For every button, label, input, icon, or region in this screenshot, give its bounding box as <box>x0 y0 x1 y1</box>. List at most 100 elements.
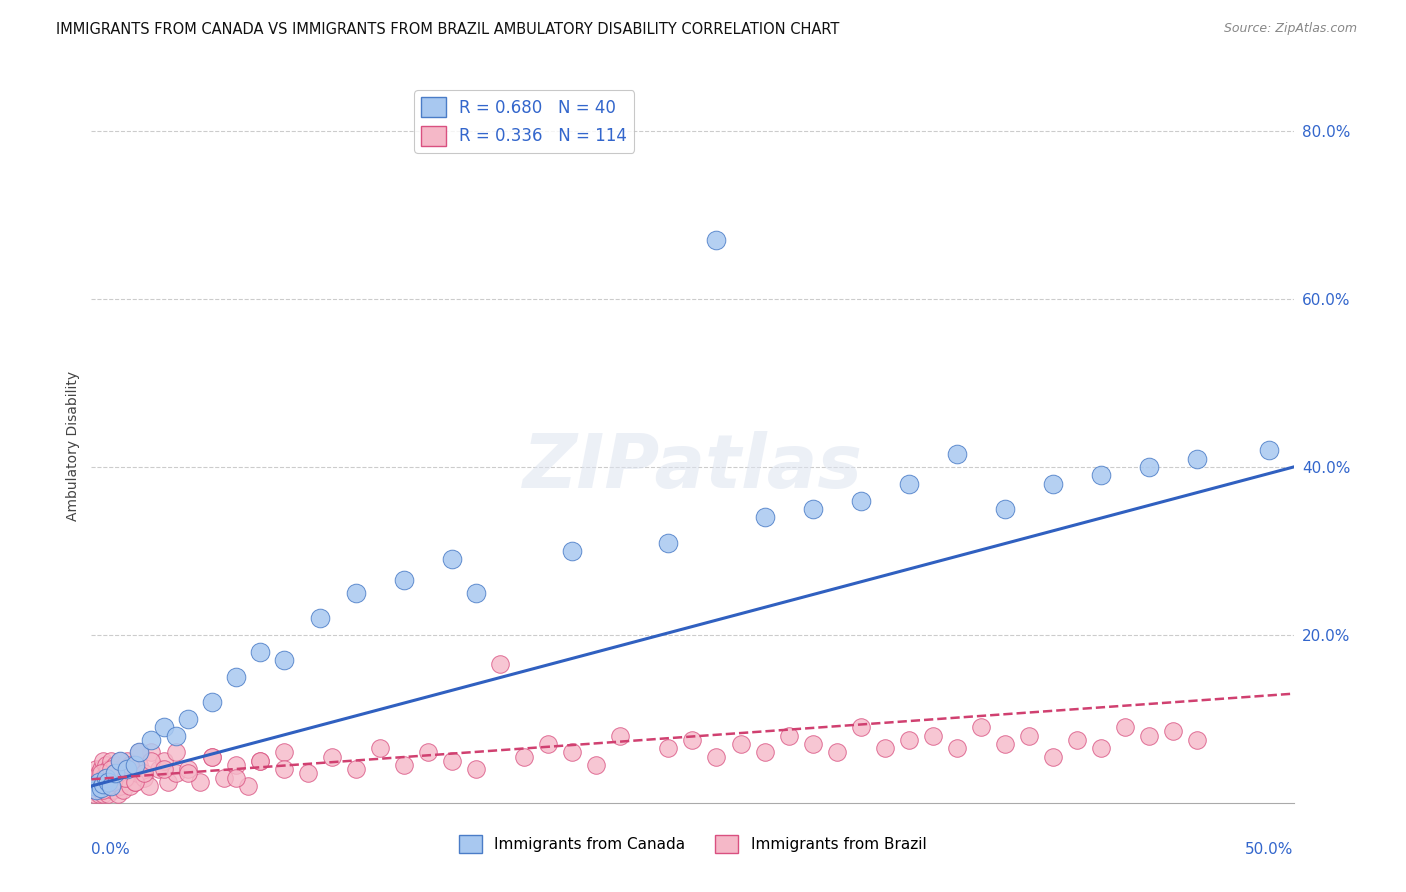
Point <box>104 758 127 772</box>
Point <box>801 737 824 751</box>
Point <box>1137 729 1160 743</box>
Point <box>124 758 146 772</box>
Point <box>84 771 107 785</box>
Point <box>440 552 463 566</box>
Point <box>465 586 488 600</box>
Point <box>970 720 993 734</box>
Point <box>706 749 728 764</box>
Point <box>825 746 848 760</box>
Point <box>440 754 463 768</box>
Point <box>121 762 143 776</box>
Point <box>176 766 198 780</box>
Point <box>212 771 235 785</box>
Point <box>101 774 124 789</box>
Point <box>114 771 136 785</box>
Point <box>118 779 141 793</box>
Text: IMMIGRANTS FROM CANADA VS IMMIGRANTS FROM BRAZIL AMBULATORY DISABILITY CORRELATI: IMMIGRANTS FROM CANADA VS IMMIGRANTS FRO… <box>56 22 839 37</box>
Point <box>110 754 132 768</box>
Point <box>87 779 110 793</box>
Point <box>897 732 920 747</box>
Point <box>97 762 120 776</box>
Point <box>111 766 134 780</box>
Point <box>157 774 180 789</box>
Point <box>141 754 163 768</box>
Point <box>225 771 247 785</box>
Point <box>118 758 141 772</box>
Point <box>94 766 117 780</box>
Point <box>994 502 1017 516</box>
Point <box>657 741 679 756</box>
Point <box>97 774 120 789</box>
Text: ZIPatlas: ZIPatlas <box>523 431 862 504</box>
Point <box>537 737 560 751</box>
Point <box>93 777 115 791</box>
Point <box>754 510 776 524</box>
Point <box>249 754 271 768</box>
Point <box>90 766 112 780</box>
Point <box>1114 720 1136 734</box>
Point <box>273 653 295 667</box>
Point <box>1258 443 1281 458</box>
Point <box>730 737 752 751</box>
Point <box>344 762 367 776</box>
Point <box>83 774 105 789</box>
Point <box>128 758 150 772</box>
Point <box>84 783 107 797</box>
Point <box>84 762 107 776</box>
Point <box>706 233 728 247</box>
Point <box>849 720 872 734</box>
Point <box>994 737 1017 751</box>
Point <box>152 762 174 776</box>
Point <box>344 586 367 600</box>
Point <box>249 754 271 768</box>
Point <box>93 783 115 797</box>
Point <box>801 502 824 516</box>
Point <box>107 788 129 802</box>
Point <box>90 774 112 789</box>
Point <box>1161 724 1184 739</box>
Point <box>124 774 146 789</box>
Point <box>100 779 122 793</box>
Point <box>236 779 259 793</box>
Point <box>148 762 170 776</box>
Point <box>104 774 127 789</box>
Point <box>297 766 319 780</box>
Point <box>93 754 115 768</box>
Point <box>83 779 105 793</box>
Point <box>585 758 607 772</box>
Point <box>90 783 112 797</box>
Point <box>111 783 134 797</box>
Point <box>1187 732 1209 747</box>
Point <box>134 771 156 785</box>
Point <box>392 758 415 772</box>
Point <box>87 766 110 780</box>
Text: 50.0%: 50.0% <box>1246 842 1294 857</box>
Point <box>83 788 105 802</box>
Point <box>94 771 117 785</box>
Point <box>176 762 198 776</box>
Point <box>225 670 247 684</box>
Point <box>1137 460 1160 475</box>
Point <box>141 732 163 747</box>
Point <box>165 766 187 780</box>
Point <box>657 535 679 549</box>
Point <box>201 749 224 764</box>
Point <box>225 758 247 772</box>
Point <box>84 783 107 797</box>
Point <box>465 762 488 776</box>
Point <box>1042 749 1064 764</box>
Point <box>128 746 150 760</box>
Point <box>273 762 295 776</box>
Point <box>273 746 295 760</box>
Legend: R = 0.680   N = 40, R = 0.336   N = 114: R = 0.680 N = 40, R = 0.336 N = 114 <box>415 90 634 153</box>
Point <box>94 758 117 772</box>
Point <box>93 771 115 785</box>
Point <box>946 447 969 461</box>
Point <box>308 611 330 625</box>
Point <box>97 779 120 793</box>
Point <box>107 771 129 785</box>
Point <box>90 762 112 776</box>
Point <box>176 712 198 726</box>
Point <box>117 762 139 776</box>
Point <box>101 783 124 797</box>
